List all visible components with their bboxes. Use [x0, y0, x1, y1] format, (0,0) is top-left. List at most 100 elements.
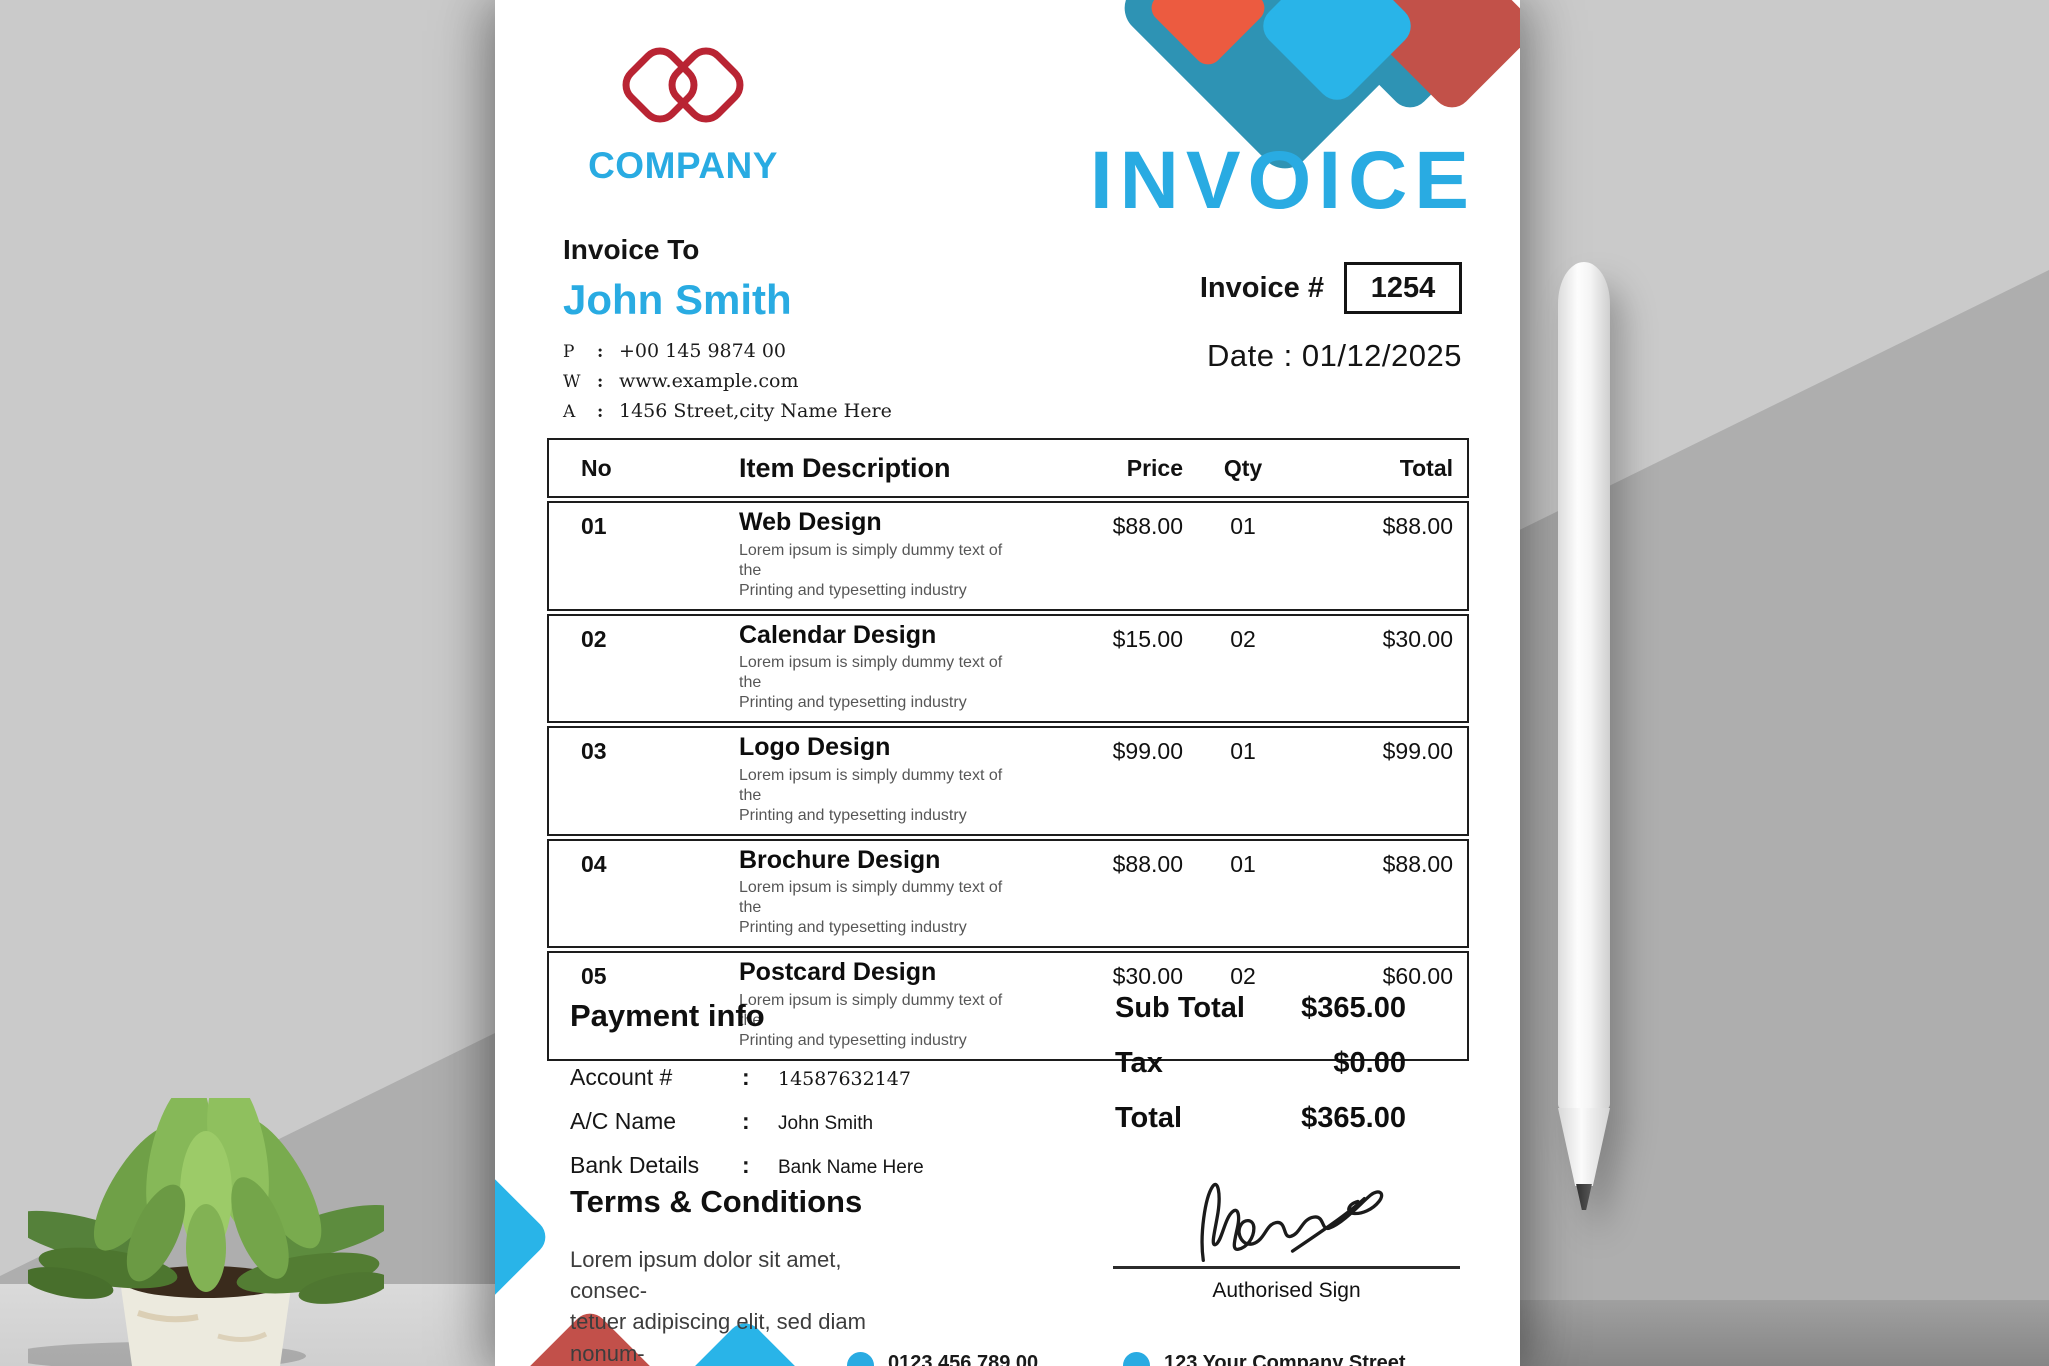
- table-header: No Item Description Price Qty Total: [547, 438, 1469, 498]
- pen-body: [1558, 262, 1610, 1110]
- cell-item: Calendar Design Lorem ipsum is simply du…: [739, 620, 1033, 714]
- footer-phone-text: 0123 456 789 00: [888, 1352, 1039, 1366]
- floor-right: [1516, 1300, 2049, 1366]
- brand-name: COMPANY: [588, 145, 778, 186]
- items-table: No Item Description Price Qty Total 01 W…: [547, 438, 1469, 1061]
- plant-leaves: [28, 1098, 384, 1304]
- cell-qty: 01: [1230, 513, 1256, 539]
- invoice-number-row: Invoice # 1254: [1032, 262, 1462, 314]
- item-name: Calendar Design: [739, 620, 937, 649]
- cell-price: $15.00: [1112, 625, 1183, 652]
- contact-separator: :: [597, 372, 604, 392]
- contact-key: A: [563, 402, 576, 422]
- terms-body: Lorem ipsum dolor sit amet, consec- tetu…: [570, 1247, 866, 1366]
- totals-block: Sub Total $365.00 Tax $0.00 Total $365.0…: [1115, 992, 1406, 1157]
- tax-row: Tax $0.00: [1115, 1047, 1406, 1080]
- cell-price: $88.00: [1112, 513, 1183, 539]
- signature-block: Authorised Sign: [1113, 1172, 1460, 1303]
- terms-block: Terms & Conditions Lorem ipsum dolor sit…: [570, 1184, 900, 1366]
- item-name: Postcard Design: [739, 958, 937, 986]
- header-item: Item Description: [739, 452, 951, 483]
- deco-blue-diamond: [1263, 0, 1411, 100]
- item-description: Lorem ipsum is simply dummy text of the …: [739, 766, 1003, 824]
- header-price: Price: [1126, 454, 1183, 481]
- deco-left-edge-blue-diamond: [495, 1166, 546, 1308]
- cell-qty: 02: [1230, 625, 1256, 652]
- header-total: Total: [1399, 454, 1453, 481]
- table-row: 01 Web Design Lorem ipsum is simply dumm…: [547, 501, 1469, 611]
- cell-qty: 01: [1230, 738, 1256, 764]
- company-logo-icon: [622, 47, 744, 123]
- footer-address: 123 Your Company Street: [1123, 1348, 1406, 1366]
- subtotal-label: Sub Total: [1115, 992, 1245, 1024]
- contact-separator: :: [597, 342, 604, 362]
- cell-price: $88.00: [1112, 850, 1183, 877]
- signature-line: [1113, 1266, 1460, 1269]
- cell-qty: 02: [1230, 963, 1256, 989]
- client-contacts: P : +00 145 9874 00 W : www.example.com …: [563, 340, 892, 422]
- pen-tip: [1576, 1184, 1592, 1210]
- total-row: Total $365.00: [1115, 1102, 1406, 1135]
- contact-website: W : www.example.com: [563, 370, 892, 392]
- contact-phone: P : +00 145 9874 00: [563, 340, 892, 362]
- cell-total: $30.00: [1382, 625, 1453, 652]
- invoice-to-label: Invoice To: [563, 234, 700, 265]
- location-icon: [1123, 1352, 1150, 1366]
- payment-info-title: Payment info: [570, 998, 765, 1033]
- stylus-pen: [1558, 262, 1610, 1222]
- cell-total: $88.00: [1382, 850, 1453, 877]
- payment-row-bank: Bank Details : Bank Name Here: [570, 1152, 924, 1179]
- cell-item: Brochure Design Lorem ipsum is simply du…: [739, 845, 1033, 939]
- client-name: John Smith: [563, 276, 792, 323]
- payment-label: A/C Name: [570, 1108, 677, 1134]
- header-no: No: [581, 454, 612, 481]
- deco-orange-diamond: [1151, 0, 1265, 65]
- bill-to-block: Invoice To John Smith P : +00 145 9874 0…: [563, 234, 892, 422]
- phone-icon: [847, 1352, 874, 1366]
- deco-teal-diamond-right: [1330, 0, 1490, 108]
- cell-total: $88.00: [1382, 513, 1453, 539]
- cell-no: 03: [581, 738, 607, 764]
- invoice-number-label: Invoice #: [1199, 271, 1324, 304]
- item-name: Web Design: [739, 508, 882, 536]
- payment-separator: :: [742, 1108, 750, 1134]
- table-row: 03 Logo Design Lorem ipsum is simply dum…: [547, 726, 1469, 836]
- payment-row-account: Account # : 14587632147: [570, 1064, 924, 1091]
- contact-value: 1456 Street,city Name Here: [619, 400, 892, 422]
- payment-row-name: A/C Name : John Smith: [570, 1108, 924, 1135]
- plant-pot: [120, 1280, 292, 1366]
- item-description: Lorem ipsum is simply dummy text of the …: [739, 541, 1003, 599]
- payment-separator: :: [742, 1152, 750, 1178]
- company-logo: COMPANY: [583, 40, 783, 187]
- total-label: Total: [1115, 1102, 1183, 1134]
- payment-label: Bank Details: [570, 1152, 700, 1178]
- payment-value: 14587632147: [778, 1068, 911, 1090]
- invoice-sheet: COMPANY INVOICE Invoice To John Smith P …: [495, 0, 1520, 1366]
- total-value: $365.00: [1301, 1102, 1406, 1134]
- pen-cone: [1558, 1108, 1610, 1186]
- invoice-date-row: Date : 01/12/2025: [1032, 338, 1462, 374]
- item-description: Lorem ipsum is simply dummy text of the …: [739, 654, 1003, 711]
- payment-info: Payment info Account # : 14587632147 A/C…: [570, 998, 924, 1179]
- contact-separator: :: [597, 402, 604, 422]
- potted-plant: [28, 1098, 384, 1366]
- subtotal-row: Sub Total $365.00: [1115, 992, 1406, 1025]
- cell-no: 05: [581, 963, 607, 989]
- contact-address: A : 1456 Street,city Name Here: [563, 400, 892, 422]
- page-title: INVOICE: [1089, 135, 1476, 226]
- tax-label: Tax: [1115, 1047, 1163, 1079]
- cell-item: Postcard Design Lorem ipsum is simply du…: [739, 958, 1033, 1051]
- invoice-number-box: 1254: [1344, 262, 1462, 314]
- cell-qty: 01: [1230, 850, 1256, 877]
- cell-no: 01: [581, 513, 607, 539]
- cell-price: $99.00: [1112, 738, 1183, 764]
- cell-no: 02: [581, 625, 607, 652]
- tax-value: $0.00: [1333, 1047, 1406, 1079]
- payment-rows: Account # : 14587632147 A/C Name : John …: [570, 1064, 924, 1179]
- table-row: 04 Brochure Design Lorem ipsum is simply…: [547, 838, 1469, 948]
- signature-icon: [1199, 1183, 1383, 1262]
- contact-key: P: [563, 342, 575, 362]
- footer-phone: 0123 456 789 00: [847, 1348, 1038, 1366]
- item-name: Brochure Design: [739, 845, 941, 874]
